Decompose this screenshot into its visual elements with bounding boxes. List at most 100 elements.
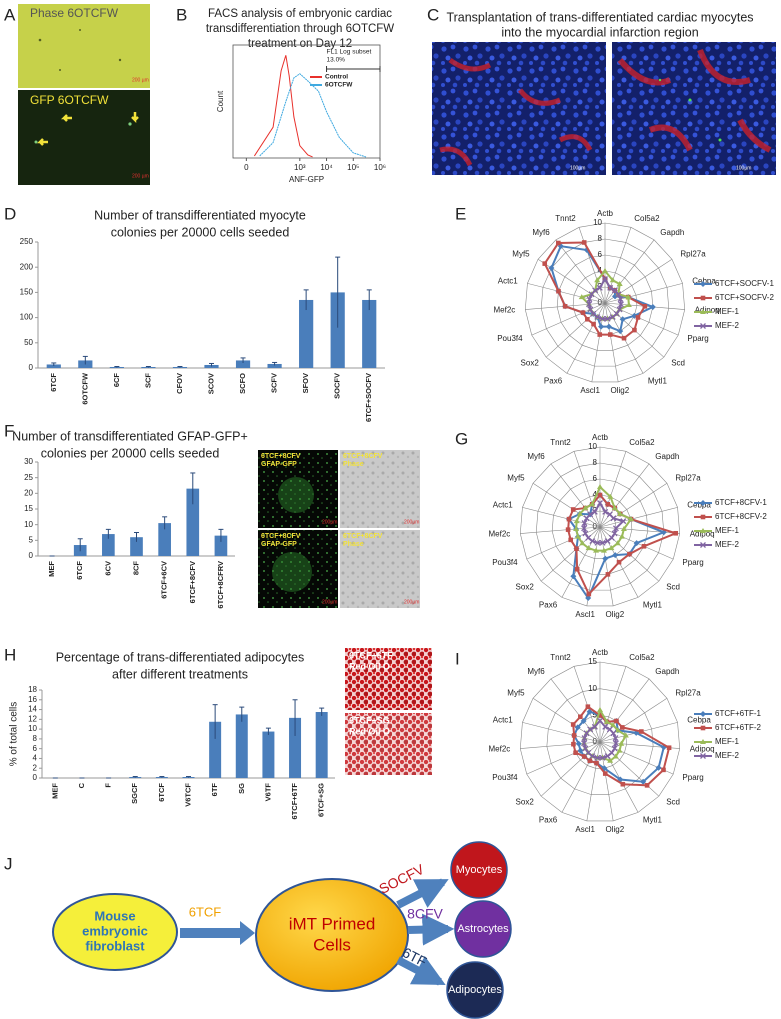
r-tick-label: 8 <box>598 234 603 243</box>
panel-label: J <box>4 854 13 873</box>
marker <box>620 781 626 787</box>
marker <box>619 316 626 323</box>
category-label: Ascl1 <box>575 610 595 619</box>
legend-label: MEF-2 <box>715 751 740 760</box>
panel-label: H <box>4 645 16 664</box>
marker <box>587 726 594 733</box>
node <box>450 841 508 899</box>
y-tick-label: 20 <box>24 488 33 497</box>
grid-line <box>519 661 681 822</box>
r-tick-label: 4 <box>593 490 598 499</box>
marker <box>600 547 607 553</box>
r-tick-label: 0 <box>593 522 598 531</box>
legend-marker <box>700 711 706 717</box>
bar <box>209 721 222 778</box>
spoke <box>520 741 601 749</box>
x-tick-label: 10⁴ <box>320 163 333 172</box>
image-label: GFAP-GFP <box>261 541 297 548</box>
marker <box>616 306 623 313</box>
marker <box>640 778 647 785</box>
panel-label: C <box>427 5 439 24</box>
r-tick-label: 8 <box>593 458 598 467</box>
marker <box>607 493 614 499</box>
marker <box>633 540 640 547</box>
marker <box>568 537 573 543</box>
spoke <box>604 239 655 304</box>
spoke <box>540 526 601 582</box>
marker <box>578 714 583 720</box>
scale-bar-label: 200µm <box>404 599 419 605</box>
image-label: 6TCF+6TF <box>349 650 393 660</box>
node-label: Cells <box>313 935 351 954</box>
panel-label: B <box>176 5 187 24</box>
marker <box>627 551 632 557</box>
marker <box>570 722 576 727</box>
image-label: 6TCF+8CFV <box>343 533 383 540</box>
x-tick-label: SCFO <box>238 373 247 394</box>
category-label: Mytl1 <box>648 376 668 385</box>
y-tick-label: 0 <box>33 773 38 782</box>
micrograph <box>18 90 150 185</box>
marker <box>605 323 612 330</box>
data-line <box>259 73 367 158</box>
y-tick-label: 5 <box>29 535 34 544</box>
y-tick-label: 30 <box>24 457 33 466</box>
marker <box>556 240 561 246</box>
grid-line <box>535 462 665 591</box>
marker <box>612 740 619 747</box>
marker <box>585 704 591 709</box>
bar <box>267 363 282 368</box>
panel-label: G <box>455 429 468 448</box>
marker <box>556 288 561 294</box>
category-label: Actb <box>597 209 614 218</box>
marker <box>581 740 588 747</box>
category-label: Adipoq <box>690 744 715 753</box>
chart-title: colonies per 20000 cells seeded <box>111 225 290 239</box>
bar <box>235 360 251 368</box>
marker <box>649 303 656 310</box>
marker <box>632 327 637 333</box>
scale-bar-label: 200 µm <box>132 173 149 179</box>
y-tick-label: 16 <box>28 695 37 704</box>
category-label: Scd <box>666 797 680 806</box>
marker <box>617 301 624 308</box>
marker <box>616 281 623 287</box>
marker <box>602 508 609 515</box>
legend-marker <box>700 739 706 744</box>
category-label: Col5a2 <box>629 438 655 447</box>
marker <box>591 508 598 515</box>
spoke <box>599 741 660 797</box>
legend-label: 6OTCFW <box>325 82 353 89</box>
marker <box>642 304 648 309</box>
y-tick-label: 8 <box>33 734 38 743</box>
marker <box>608 545 615 551</box>
category-label: Mef2c <box>489 744 511 753</box>
arrow <box>396 955 446 986</box>
marker <box>602 723 609 730</box>
r-tick-label: 6 <box>598 250 603 259</box>
edge-label: 8CFV <box>407 906 443 922</box>
category-label: Olig2 <box>605 610 624 619</box>
marker <box>581 520 588 527</box>
x-tick-label: SGCF <box>130 783 139 804</box>
y-tick-label: 100 <box>20 313 34 322</box>
x-tick-label: SOCFV <box>333 373 342 399</box>
category-label: Tnnt2 <box>550 438 571 447</box>
image-label: 6TCF+8CFV <box>261 533 301 540</box>
x-tick-label: CFOV <box>175 373 184 394</box>
image-label: Phase <box>343 461 364 468</box>
spoke <box>573 451 601 528</box>
marker <box>620 525 627 531</box>
marker <box>639 729 644 734</box>
scale-bar-label: 200µm <box>322 519 337 525</box>
category-label: Gapdh <box>655 667 679 676</box>
marker <box>616 559 622 565</box>
diagram: Mouse embryonic fibroblast 6TCF iMT Prim… <box>52 841 512 1019</box>
chart-title: Number of transdifferentiated myocyte <box>94 208 306 222</box>
legend-marker <box>700 500 706 506</box>
spoke <box>522 722 601 743</box>
marker <box>580 717 587 724</box>
marker <box>609 277 616 283</box>
image-label: Red Oil O <box>349 661 390 671</box>
marker <box>575 533 582 539</box>
